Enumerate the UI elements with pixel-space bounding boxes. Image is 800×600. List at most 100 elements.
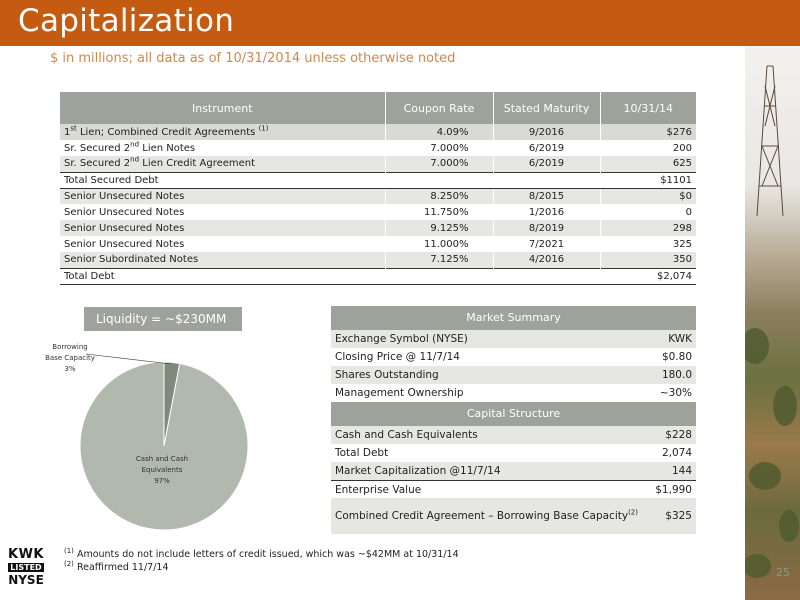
instrument-cell: Senior Unsecured Notes [60,204,386,220]
pie-chart: Borrowing Base Capacity 3% Cash and Cash… [40,338,260,538]
amount-cell: $1101 [600,171,696,189]
instrument-cell: Total Debt [60,267,386,285]
rate-cell: 8.250% [385,188,494,204]
amount-cell: 298 [600,220,696,236]
capital-value: $228 [665,429,692,441]
capital-label: Total Debt [335,447,389,459]
rate-cell [385,171,494,189]
col-header-coupon-rate: Coupon Rate [385,92,494,124]
rate-cell: 7.000% [385,140,494,156]
pie-chart-svg [79,353,249,531]
maturity-cell [493,171,601,189]
summary-row: Management Ownership ~30% [331,384,696,402]
maturity-cell: 6/2019 [493,156,601,172]
leader-line [85,353,172,365]
capital-label: Combined Credit Agreement – Borrowing Ba… [335,508,638,522]
footnote-marker: (1) [258,124,269,133]
instrument-cell: Senior Unsecured Notes [60,188,386,204]
instrument-cell: Sr. Secured 2nd Lien Credit Agreement [60,156,386,172]
amount-cell: 625 [600,156,696,172]
instrument-cell: Total Secured Debt [60,171,386,189]
rate-cell: 11.000% [385,236,494,252]
slice-value-label: 3% [64,365,76,373]
page-number: 25 [776,566,790,579]
footnote-2: (2) Reaffirmed 11/7/14 [64,559,169,573]
capital-value: 2,074 [661,447,692,459]
capital-label: Enterprise Value [335,484,422,496]
page-title: Capitalization [18,3,235,39]
debt-table: Instrument Coupon Rate Stated Maturity 1… [60,92,696,285]
summary-label: Exchange Symbol (NYSE) [335,333,468,345]
capital-value: $325 [665,509,692,522]
footnote-1: (1) Amounts do not include letters of cr… [64,546,459,560]
col-header-stated-maturity: Stated Maturity [493,92,601,124]
col-header-instrument: Instrument [60,92,386,124]
table-row: Senior Unsecured Notes 9.125% 8/2019 298 [60,220,696,236]
summary-row: Shares Outstanding 180.0 [331,366,696,384]
footnote-marker: (2) [628,508,638,516]
total-row: Total Debt $2,074 [60,267,696,285]
instrument-cell: Sr. Secured 2nd Lien Notes [60,140,386,156]
maturity-cell: 8/2019 [493,220,601,236]
oil-rig-photo [745,46,800,600]
summary-value: ~30% [659,387,692,399]
capital-row: Total Debt 2,074 [331,444,696,462]
table-row: Senior Unsecured Notes 8.250% 8/2015 $0 [60,188,696,204]
instrument-cell: 1st Lien; Combined Credit Agreements (1) [60,124,386,140]
maturity-cell: 6/2019 [493,140,601,156]
capital-value: $1,990 [655,484,692,496]
maturity-cell: 4/2016 [493,252,601,268]
slice-value-label: 97% [154,477,170,485]
summary-value: $0.80 [661,351,692,363]
amount-cell: 350 [600,252,696,268]
maturity-cell: 7/2021 [493,236,601,252]
slice-label-borrowing-base: Borrowing Base Capacity 3% [44,342,96,375]
amount-cell: 0 [600,204,696,220]
summary-label: Closing Price @ 11/7/14 [335,351,460,363]
summary-row: Exchange Symbol (NYSE) KWK [331,330,696,348]
summary-label: Shares Outstanding [335,369,439,381]
market-summary-panel: Market Summary Exchange Symbol (NYSE) KW… [331,306,696,534]
summary-value: 180.0 [661,369,692,381]
amount-cell: 325 [600,236,696,252]
maturity-cell [493,267,601,285]
rate-cell: 7.125% [385,252,494,268]
amount-cell: $2,074 [600,267,696,285]
capital-row: Combined Credit Agreement – Borrowing Ba… [331,498,696,534]
slice-category-label: Borrowing Base Capacity [45,343,95,362]
maturity-cell: 9/2016 [493,124,601,140]
debt-table-header: Instrument Coupon Rate Stated Maturity 1… [60,92,696,124]
instrument-cell: Senior Unsecured Notes [60,220,386,236]
table-row: Senior Subordinated Notes 7.125% 4/2016 … [60,252,696,268]
table-row: 1st Lien; Combined Credit Agreements (1)… [60,124,696,140]
capital-value: 144 [671,465,692,477]
market-summary-header: Market Summary [331,306,696,330]
amount-cell: 200 [600,140,696,156]
capital-structure-header: Capital Structure [331,402,696,426]
liquidity-badge: Liquidity = ~$230MM [84,307,242,331]
instrument-cell: Senior Unsecured Notes [60,236,386,252]
footnotes: (1) Amounts do not include letters of cr… [64,546,459,574]
col-header-date: 10/31/14 [600,92,696,124]
instrument-cell: Senior Subordinated Notes [60,252,386,268]
table-row: Sr. Secured 2nd Lien Credit Agreement 7.… [60,156,696,172]
summary-value: KWK [668,333,692,345]
rate-cell: 4.09% [385,124,494,140]
slice-category-label: Cash and Cash Equivalents [135,455,189,474]
kwk-nyse-logo: KWK LISTED NYSE [8,547,44,587]
capital-row: Enterprise Value $1,990 [331,480,696,498]
maturity-cell: 1/2016 [493,204,601,220]
table-row: Senior Unsecured Notes 11.750% 1/2016 0 [60,204,696,220]
rate-cell [385,267,494,285]
total-row: Total Secured Debt $1101 [60,171,696,189]
rate-cell: 9.125% [385,220,494,236]
capital-label: Market Capitalization @11/7/14 [335,465,501,477]
summary-row: Closing Price @ 11/7/14 $0.80 [331,348,696,366]
rate-cell: 7.000% [385,156,494,172]
table-row: Sr. Secured 2nd Lien Notes 7.000% 6/2019… [60,140,696,156]
maturity-cell: 8/2015 [493,188,601,204]
table-row: Senior Unsecured Notes 11.000% 7/2021 32… [60,236,696,252]
amount-cell: $0 [600,188,696,204]
capital-label: Cash and Cash Equivalents [335,429,478,441]
capital-row: Cash and Cash Equivalents $228 [331,426,696,444]
